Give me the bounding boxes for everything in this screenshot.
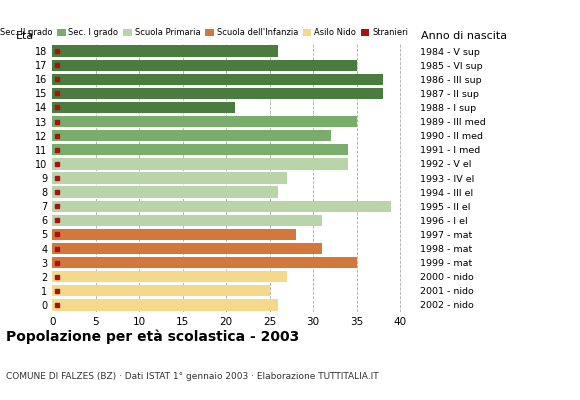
Bar — [52, 144, 348, 156]
Bar — [52, 158, 348, 170]
Bar — [52, 186, 278, 198]
Bar — [52, 74, 383, 85]
Text: Anno di nascita: Anno di nascita — [421, 31, 508, 41]
Bar — [52, 88, 383, 99]
Bar — [52, 172, 287, 184]
Bar — [52, 215, 322, 226]
Text: Età: Età — [16, 31, 34, 41]
Bar — [52, 116, 357, 127]
Bar — [52, 299, 278, 310]
Bar — [52, 60, 357, 71]
Bar — [52, 257, 357, 268]
Bar — [52, 46, 278, 57]
Bar — [52, 285, 270, 296]
Legend: Sec. II grado, Sec. I grado, Scuola Primaria, Scuola dell'Infanzia, Asilo Nido, : Sec. II grado, Sec. I grado, Scuola Prim… — [0, 28, 408, 37]
Bar — [52, 271, 287, 282]
Text: Popolazione per età scolastica - 2003: Popolazione per età scolastica - 2003 — [6, 330, 299, 344]
Bar — [52, 243, 322, 254]
Bar — [52, 102, 235, 113]
Bar — [52, 200, 392, 212]
Text: COMUNE DI FALZES (BZ) · Dati ISTAT 1° gennaio 2003 · Elaborazione TUTTITALIA.IT: COMUNE DI FALZES (BZ) · Dati ISTAT 1° ge… — [6, 372, 378, 381]
Bar — [52, 130, 331, 141]
Bar — [52, 229, 296, 240]
